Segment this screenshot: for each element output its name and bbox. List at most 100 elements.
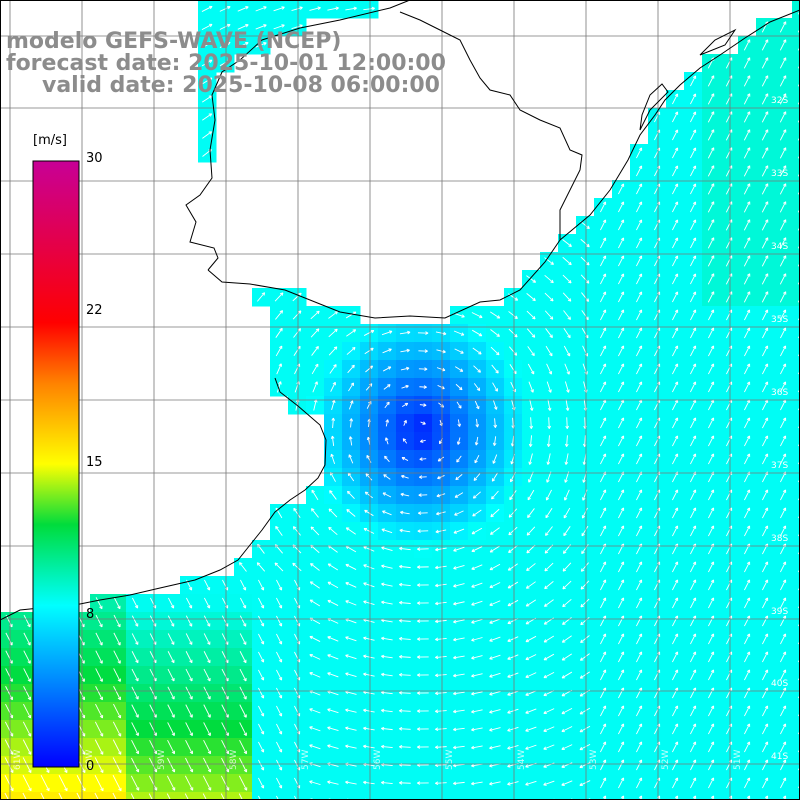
wind-arrow (525, 672, 537, 679)
wind-arrow (636, 417, 643, 429)
wind-arrow (258, 615, 265, 627)
field-cell (792, 162, 800, 181)
wind-arrow (636, 651, 643, 663)
wind-arrow (618, 327, 625, 339)
field-cell (792, 180, 800, 199)
wind-arrow (401, 456, 409, 461)
wind-arrow (672, 345, 679, 357)
wind-arrow (543, 635, 555, 643)
wind-arrow (707, 75, 715, 87)
wind-arrow (328, 328, 338, 338)
field-cell (792, 450, 800, 469)
wind-arrow (471, 329, 483, 337)
wind-arrow (780, 327, 787, 339)
wind-arrow (453, 583, 465, 588)
wind-arrow (493, 400, 498, 410)
wind-arrow (761, 75, 769, 87)
wind-arrow (525, 744, 537, 750)
grid-labels: 32S 33S 34S 35S 36S 37S 38S 39S 40S 41S 61W 60W 59W 5… (13, 96, 788, 770)
wind-arrow (636, 561, 643, 573)
wind-arrow (707, 201, 715, 213)
wind-arrow (527, 489, 535, 501)
wind-arrow (743, 39, 751, 51)
wind-arrow (95, 597, 103, 610)
wind-arrow (258, 759, 265, 771)
wind-arrow (364, 509, 374, 517)
wind-arrow (563, 526, 571, 537)
wind-arrow (113, 614, 121, 628)
field-cell (162, 792, 181, 800)
wind-arrow (743, 57, 751, 69)
wind-arrows (4, 5, 800, 800)
wind-arrow (672, 723, 679, 735)
wind-arrow (708, 777, 715, 789)
wind-arrow (345, 780, 357, 785)
field-cell (378, 792, 397, 800)
wind-arrow (471, 312, 483, 319)
wind-arrow (363, 546, 375, 552)
wind-arrow (417, 331, 429, 335)
wind-arrow (383, 384, 391, 390)
wind-arrow (580, 238, 590, 248)
wind-arrow (453, 528, 465, 534)
wind-arrow (743, 111, 751, 123)
field-cell (126, 792, 145, 800)
wind-arrow (417, 709, 429, 713)
wind-arrow (529, 417, 534, 429)
wind-arrow (345, 636, 357, 642)
wind-arrow (491, 490, 499, 500)
wind-arrow (345, 672, 357, 677)
wind-arrow (489, 545, 501, 553)
wind-arrow (618, 525, 625, 537)
field-cell (792, 288, 800, 307)
wind-arrow (167, 704, 175, 718)
wind-arrow (435, 673, 447, 678)
wind-arrow (381, 528, 393, 534)
wind-arrow (417, 673, 429, 677)
wind-arrow (419, 403, 427, 407)
wind-arrow (545, 328, 553, 338)
wind-arrow (762, 489, 769, 501)
field-cell (666, 792, 685, 800)
field-cell (0, 792, 19, 800)
field-cell (720, 792, 739, 800)
wind-arrow (383, 474, 391, 480)
wind-arrow (690, 165, 697, 177)
wind-arrow (762, 597, 769, 609)
wind-arrow (528, 435, 533, 447)
wind-arrow (707, 291, 715, 303)
wind-arrow (562, 239, 572, 247)
wind-arrow (600, 705, 607, 717)
wind-arrow (780, 507, 787, 519)
wind-arrow (203, 686, 211, 700)
wind-arrow (471, 745, 483, 750)
coastline-argentina (0, 377, 327, 621)
colorbar-unit-label: [m/s] (33, 133, 67, 148)
wind-arrow (399, 745, 411, 749)
wind-arrow (672, 615, 679, 627)
wind-arrow (471, 546, 483, 553)
wind-arrow (417, 745, 429, 749)
wind-arrow (293, 507, 301, 518)
wind-arrow (309, 653, 321, 660)
wind-arrow (489, 691, 501, 696)
wind-arrow (489, 727, 501, 732)
wind-arrow (708, 579, 715, 591)
wind-arrow (672, 363, 679, 375)
wind-arrow (327, 654, 339, 660)
wind-arrow (762, 345, 769, 357)
wind-arrow (239, 562, 247, 572)
wind-arrow (779, 111, 787, 123)
wind-arrow (131, 651, 139, 664)
wind-arrow (690, 273, 697, 285)
wind-arrow (780, 741, 787, 753)
wind-arrow (363, 636, 375, 641)
wind-arrow (545, 489, 552, 501)
wind-arrow (562, 562, 572, 572)
field-cell (702, 792, 721, 800)
wind-arrow (526, 328, 536, 338)
wind-arrow (543, 780, 555, 786)
wind-arrow (564, 363, 570, 375)
field-cell (792, 270, 800, 289)
